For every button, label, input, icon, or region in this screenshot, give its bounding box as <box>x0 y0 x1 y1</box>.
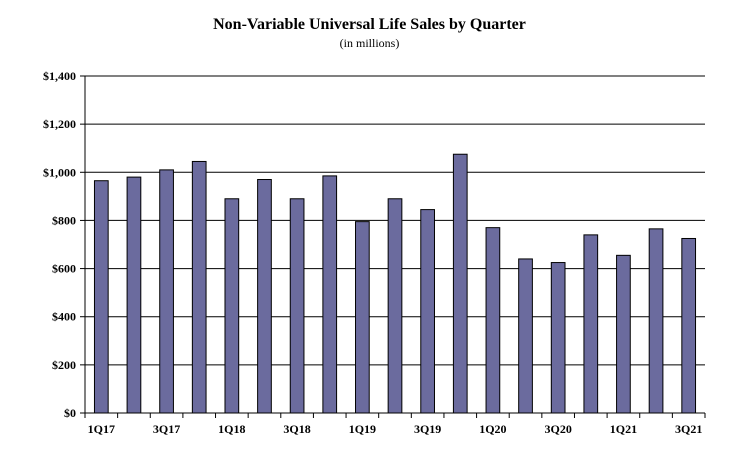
bar <box>681 237 697 414</box>
y-tick-label: $600 <box>52 262 76 276</box>
x-tick-label: 1Q19 <box>349 422 376 436</box>
bar <box>616 254 631 414</box>
bar <box>648 228 664 414</box>
y-tick-label: $200 <box>52 358 76 372</box>
bar <box>583 234 599 414</box>
y-tick-label: $1,400 <box>43 69 76 83</box>
x-tick-label: 1Q20 <box>479 422 506 436</box>
x-tick-label: 3Q18 <box>283 422 310 436</box>
x-tick-label: 3Q19 <box>414 422 441 436</box>
y-tick-label: $1,200 <box>43 117 76 131</box>
chart-subtitle: (in millions) <box>339 36 400 50</box>
bar <box>126 176 142 414</box>
bar <box>159 169 174 414</box>
x-tick-label: 1Q17 <box>88 422 115 436</box>
bar <box>485 227 501 414</box>
x-tick-label: 3Q17 <box>153 422 180 436</box>
chart-title: Non-Variable Universal Life Sales by Qua… <box>213 16 526 33</box>
y-tick-label: $800 <box>52 213 76 227</box>
bar <box>387 198 403 414</box>
bar <box>289 198 305 414</box>
y-tick-label: $0 <box>64 406 76 420</box>
x-tick-label: 3Q20 <box>544 422 571 436</box>
bar <box>355 221 370 414</box>
x-tick-label: 1Q21 <box>610 422 637 436</box>
x-tick-label: 3Q21 <box>675 422 702 436</box>
bar <box>550 262 566 414</box>
y-tick-label: $1,000 <box>43 165 76 179</box>
bar <box>518 258 533 414</box>
bar <box>191 160 207 414</box>
y-tick-label: $400 <box>52 310 76 324</box>
x-tick-label: 1Q18 <box>218 422 245 436</box>
bar <box>420 209 435 414</box>
bar <box>224 198 240 414</box>
bar <box>322 175 338 414</box>
bar <box>452 153 468 414</box>
bar <box>257 179 272 414</box>
bar <box>93 180 109 414</box>
